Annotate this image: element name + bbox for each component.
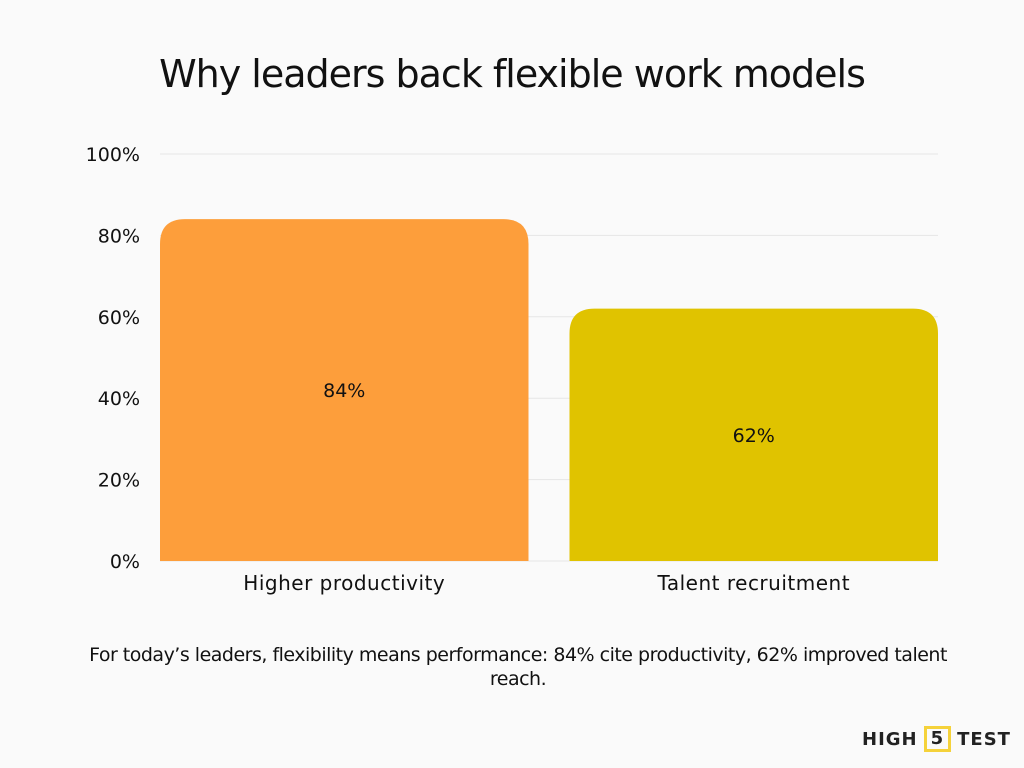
- data-label: 84%: [323, 380, 365, 402]
- y-tick-label: 0%: [110, 551, 140, 573]
- y-tick-label: 20%: [98, 470, 140, 492]
- y-tick-label: 60%: [98, 307, 140, 329]
- logo-text-right: TEST: [957, 728, 1011, 750]
- data-label: 62%: [733, 425, 775, 447]
- chart-title: Why leaders back flexible work models: [159, 52, 866, 96]
- brand-logo: HIGH 5 TEST: [862, 726, 1011, 752]
- x-tick-label: Higher productivity: [243, 571, 445, 595]
- logo-five-box: 5: [923, 726, 952, 752]
- logo-text-left: HIGH: [862, 728, 918, 750]
- bar: [569, 308, 938, 561]
- x-tick-label: Talent recruitment: [656, 571, 850, 595]
- y-tick-label: 100%: [86, 144, 140, 166]
- bar-chart: 0% 20% 40% 60% 80% 100% 84% Higher productivity…: [86, 144, 938, 595]
- bar: [160, 219, 529, 561]
- y-tick-label: 80%: [98, 225, 140, 247]
- y-tick-label: 40%: [98, 388, 140, 410]
- chart-caption: For today’s leaders, flexibility means p…: [89, 644, 947, 690]
